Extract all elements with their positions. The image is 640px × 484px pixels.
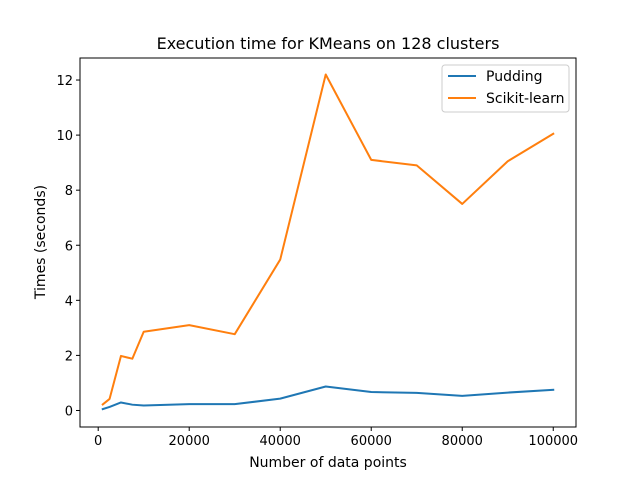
y-axis-label: Times (seconds) <box>33 185 49 300</box>
y-tick-label: 2 <box>65 349 73 364</box>
y-tick-label: 12 <box>56 74 73 89</box>
legend-label-pudding: Pudding <box>486 69 543 85</box>
y-axis-ticks: 0 2 4 6 8 10 12 <box>56 74 80 419</box>
y-tick-label: 6 <box>65 239 73 254</box>
y-tick-label: 8 <box>65 184 73 199</box>
y-tick-label: 10 <box>56 129 73 144</box>
y-tick-label: 0 <box>65 404 73 419</box>
x-tick-label: 40000 <box>260 434 301 449</box>
plot-area-frame <box>79 57 577 428</box>
x-tick-label: 80000 <box>442 434 483 449</box>
x-tick-label: 100000 <box>528 434 578 449</box>
x-axis-ticks: 0 20000 40000 60000 80000 100000 <box>94 427 578 449</box>
x-tick-label: 20000 <box>169 434 210 449</box>
y-tick-label: 4 <box>65 294 73 309</box>
x-tick-label: 60000 <box>351 434 392 449</box>
chart-title: Execution time for KMeans on 128 cluster… <box>157 34 500 53</box>
x-axis-label: Number of data points <box>249 455 407 471</box>
series-line-pudding <box>101 385 555 411</box>
legend-label-scikit-learn: Scikit-learn <box>486 91 564 107</box>
series-line-scikit-learn <box>101 73 555 406</box>
x-tick-label: 0 <box>94 434 102 449</box>
series-lines <box>101 73 555 411</box>
legend: Pudding Scikit-learn <box>441 64 570 113</box>
